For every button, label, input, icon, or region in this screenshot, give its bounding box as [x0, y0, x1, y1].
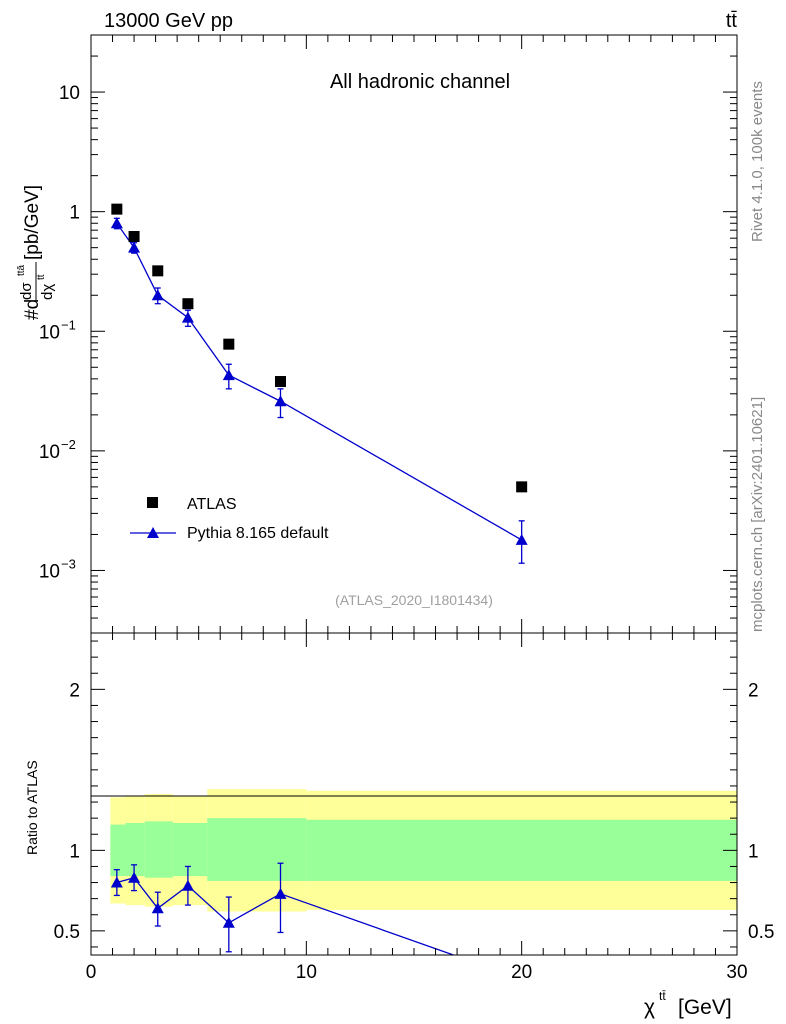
ratio-series-layer: [110, 862, 456, 955]
ratio-band-inner: [306, 819, 737, 881]
ratio-band-inner: [110, 824, 126, 877]
y-label-denominator-sup: tt̄: [35, 274, 47, 280]
pythia-point: [515, 533, 528, 545]
mcplots-note: mcplots.cern.ch [arXiv:2401.10621]: [749, 397, 766, 632]
main-y-tick-exponent: −1: [61, 317, 76, 332]
ratio-point: [181, 879, 194, 891]
ratio-panel-frame: [90, 632, 738, 956]
x-tick-label: 10: [296, 962, 317, 983]
main-y-tick-label: 10: [39, 442, 60, 463]
main-y-axis-label: #d dσ ttā dχ tt̄ [pb/GeV]: [16, 185, 56, 320]
ratio-y-tick-label-right: 2: [748, 680, 759, 701]
atlas-point: [111, 203, 123, 215]
ratio-y-tick-label-right: 0.5: [748, 922, 774, 943]
main-y-tick-label: 1: [69, 203, 80, 224]
legend-atlas-marker: [147, 497, 158, 508]
y-label-unit: [pb/GeV]: [22, 185, 43, 260]
legend: ATLAS Pythia 8.165 default: [130, 496, 329, 542]
energy-label: 13000 GeV pp: [104, 10, 233, 32]
y-label-denominator: dχ: [39, 284, 56, 300]
ratio-band-inner: [144, 821, 173, 878]
ratio-y-tick-label-left: 1: [69, 841, 80, 862]
atlas-point: [516, 481, 528, 493]
atlas-point: [274, 376, 286, 388]
x-axis-label: χ tt̄ [GeV]: [644, 989, 732, 1019]
pythia-point: [110, 217, 123, 229]
ratio-point: [274, 887, 287, 899]
atlas-point: [128, 230, 140, 242]
x-tick-label: 20: [511, 962, 532, 983]
ratio-point: [222, 916, 235, 928]
rivet-version-note: Rivet 4.1.0, 100k events: [749, 81, 766, 242]
y-label-prefix: #d: [22, 299, 43, 320]
x-label-sup: tt̄: [659, 989, 666, 1003]
atlas-point: [223, 338, 235, 350]
ratio-band-inner: [172, 822, 208, 877]
analysis-reference: (ATLAS_2020_I1801434): [335, 592, 493, 608]
ratio-y-tick-label-left: 2: [69, 680, 80, 701]
ratio-point: [110, 876, 123, 888]
main-y-tick-exponent: −3: [61, 556, 76, 571]
ratio-panel: 2 2 1 1 0.5 0.5 0 10 20 30 Ratio to ATLAS χ tt̄ […: [24, 632, 774, 1019]
ratio-y-tick-label-right: 1: [748, 841, 759, 862]
legend-pythia-marker: [147, 527, 159, 538]
x-tick-label: 0: [86, 962, 97, 983]
y-label-numerator-sup: ttā: [16, 264, 27, 276]
ratio-band-inner: [252, 818, 307, 881]
atlas-point: [152, 265, 164, 277]
pythia-point: [274, 395, 287, 407]
main-panel-frame: [90, 34, 738, 634]
x-label-unit: [GeV]: [678, 996, 732, 1019]
pythia-point: [181, 311, 194, 323]
ratio-y-tick-label-left: 0.5: [54, 922, 80, 943]
chart-title: All hadronic channel: [330, 71, 510, 93]
main-y-tick-label: 10: [39, 322, 60, 343]
pythia-point: [151, 289, 164, 301]
main-y-tick-exponent: −2: [61, 437, 76, 452]
main-y-tick-label: 10: [39, 561, 60, 582]
ratio-band-inner: [207, 818, 253, 881]
legend-pythia-label: Pythia 8.165 default: [187, 525, 329, 542]
ratio-point: [151, 902, 164, 914]
x-label-symbol: χ: [644, 996, 655, 1019]
legend-atlas-label: ATLAS: [187, 496, 237, 513]
ratio-axis-ticks: 2 2 1 1 0.5 0.5 0 10 20 30: [54, 633, 774, 983]
y-label-numerator: dσ: [18, 282, 35, 300]
main-series-layer: [110, 203, 528, 564]
ratio-point: [128, 871, 141, 883]
pythia-point: [222, 369, 235, 381]
ratio-band-inner: [125, 822, 145, 877]
ratio-y-axis-label: Ratio to ATLAS: [24, 760, 40, 855]
pythia-point: [128, 241, 141, 253]
x-tick-label: 30: [726, 962, 747, 983]
ratio-uncertainty-bands: [110, 789, 737, 912]
process-label: tt̄: [726, 10, 738, 32]
main-y-tick-label: 10: [59, 83, 80, 104]
pythia-line: [116, 222, 522, 541]
atlas-point: [182, 298, 194, 310]
